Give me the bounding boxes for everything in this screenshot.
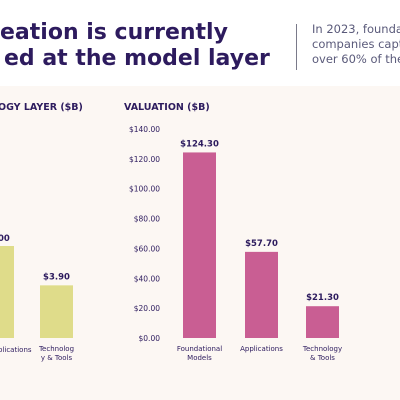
y-tick-label: $120.00: [129, 155, 160, 164]
valuation-chart: VALUATION ($B) $0.00 $20.00 $40.00 $60.00 $80…: [124, 102, 342, 362]
technology-value-label: $3.90: [43, 272, 70, 282]
technology-chart-title: OGY LAYER ($B): [0, 102, 83, 113]
chart-panel: OGY LAYER ($B) 00 plications $3.90 Technolog…: [0, 86, 400, 400]
valuation-category-label: Applications: [240, 345, 283, 353]
side-text-line-3: over 60% of the t: [312, 52, 400, 66]
title-line-1: eation is currently: [0, 20, 228, 45]
y-tick-label: $0.00: [139, 334, 161, 343]
technology-category-label: plications: [0, 346, 32, 354]
title-line-2: ed at the model layer: [4, 46, 270, 71]
y-tick-label: $80.00: [134, 215, 160, 224]
y-tick-label: $100.00: [129, 185, 160, 194]
technology-category-label: y & Tools: [41, 354, 73, 362]
valuation-value-label: $21.30: [306, 293, 339, 303]
side-text-line-1: In 2023, foundatio: [312, 22, 400, 36]
valuation-value-label: $57.70: [245, 239, 278, 249]
y-tick-label: $40.00: [134, 274, 160, 283]
valuation-category-label: Foundational: [177, 345, 222, 353]
valuation-bar: [306, 306, 339, 338]
valuation-chart-title: VALUATION ($B): [124, 102, 210, 113]
technology-bar: [40, 285, 73, 338]
valuation-category-label: & Tools: [310, 354, 335, 362]
header-divider: [296, 24, 297, 70]
valuation-category-label: Technology: [302, 345, 342, 353]
technology-bar: [0, 246, 14, 338]
y-tick-label: $60.00: [134, 244, 160, 253]
header: eation is currently ed at the model laye…: [0, 0, 400, 86]
y-tick-label: $140.00: [129, 125, 160, 134]
bar-charts: OGY LAYER ($B) 00 plications $3.90 Technolog…: [0, 102, 342, 362]
technology-layer-chart: OGY LAYER ($B) 00 plications $3.90 Technolog…: [0, 102, 83, 362]
side-text-line-2: companies captur: [312, 37, 400, 51]
valuation-bar: [183, 152, 216, 338]
y-tick-label: $20.00: [134, 304, 160, 313]
valuation-bar: [245, 251, 278, 338]
technology-value-label: 00: [0, 234, 10, 244]
valuation-category-label: Models: [187, 354, 212, 362]
valuation-value-label: $124.30: [180, 139, 219, 149]
technology-category-label: Technolog: [38, 345, 74, 353]
